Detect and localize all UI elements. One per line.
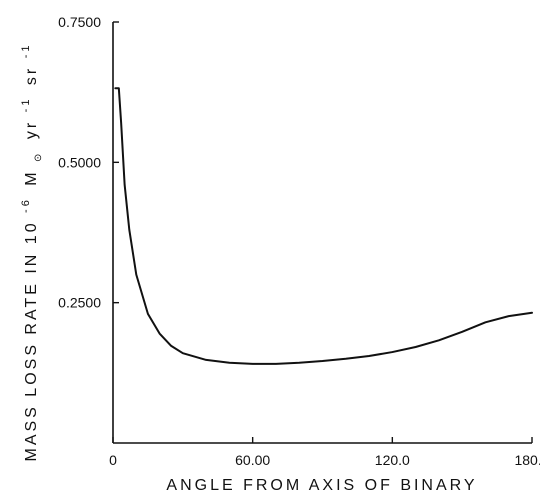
y-axis-label-unit1: yr — [23, 120, 40, 139]
y-axis-label-exp2: -1 — [20, 97, 32, 113]
y-axis-label-exp3: -1 — [20, 43, 32, 59]
x-axis-label: ANGLE FROM AXIS OF BINARY — [166, 477, 477, 494]
y-tick-label-2: 0.7500 — [58, 14, 101, 30]
y-axis-label-unit2: sr — [23, 66, 40, 85]
y-axis-label-exp1: -6 — [20, 197, 32, 213]
y-axis-label-msun-symbol: ⊙ — [33, 151, 44, 162]
plot-frame — [112, 22, 532, 444]
y-axis-label-msun: M — [23, 169, 40, 185]
x-ticks: 0 60.00 120.0 180.0 — [109, 437, 540, 468]
y-ticks: 0.2500 0.5000 0.7500 — [58, 14, 119, 311]
x-tick-label-3: 180.0 — [514, 452, 540, 468]
y-axis-label: MASS LOSS RATE IN 10 -6 M ⊙ yr -1 sr -1 — [16, 43, 45, 462]
series-layer — [114, 87, 533, 365]
y-axis-label-base: MASS LOSS RATE IN 10 — [23, 220, 40, 461]
y-tick-label-1: 0.5000 — [58, 154, 101, 170]
x-tick-label-0: 0 — [109, 452, 117, 468]
x-tick-label-1: 60.00 — [235, 452, 270, 468]
y-tick-label-0: 0.2500 — [58, 295, 101, 311]
series-line-0 — [114, 87, 533, 365]
x-tick-label-2: 120.0 — [375, 452, 410, 468]
